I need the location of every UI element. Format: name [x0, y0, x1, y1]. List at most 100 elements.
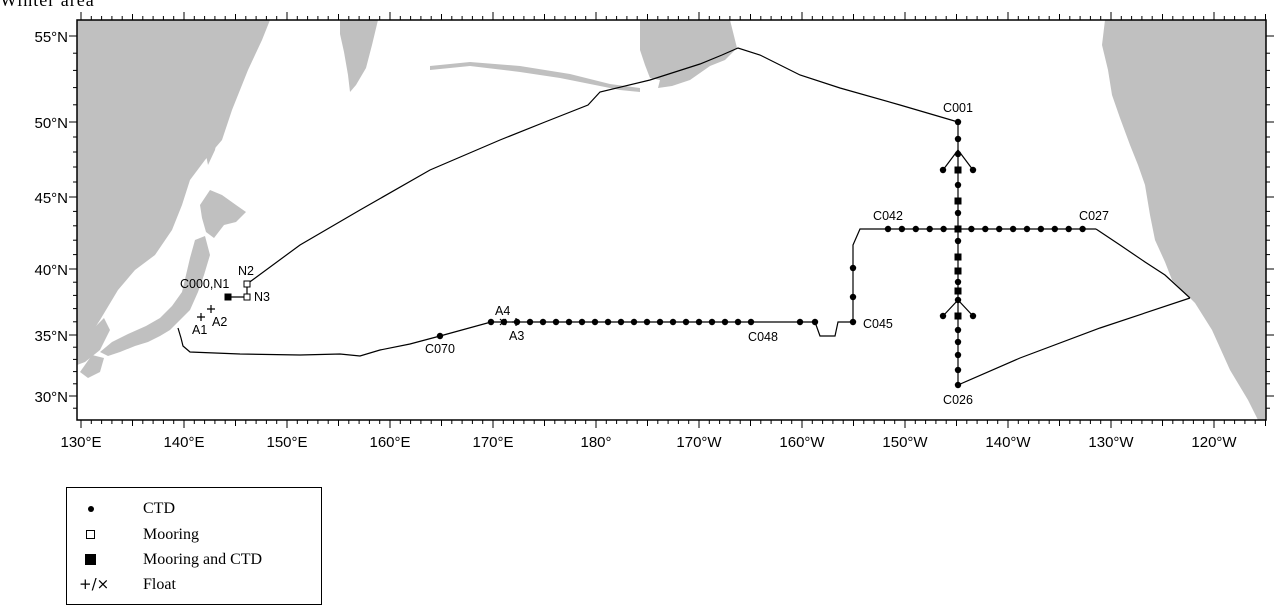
- ctd-station-marker: [982, 225, 989, 233]
- map-frame: [76, 19, 1267, 421]
- ctd-station-marker: [954, 366, 962, 374]
- station-label-c070: C070: [425, 342, 455, 356]
- ctd-symbol-icon: [88, 506, 94, 512]
- ctd-station-marker: [884, 225, 892, 233]
- ctd-station-marker: [796, 318, 804, 326]
- station-label-c027: C027: [1079, 209, 1109, 223]
- track-c042-westward: [852, 228, 888, 322]
- track-north-loop: [942, 149, 974, 171]
- ctd-station-marker: [969, 166, 977, 174]
- lon-tick-label-5: 180°: [580, 434, 611, 451]
- lat-tick-label-5: 30°N: [34, 389, 68, 406]
- ctd-station-marker: [552, 318, 560, 326]
- lat-tick-label-3: 40°N: [34, 262, 68, 279]
- page-title-fragment: Winter area: [0, 0, 95, 10]
- ctd-station-marker: [954, 326, 962, 334]
- land-masses: [77, 20, 1266, 420]
- ctd-station-marker: [643, 318, 651, 326]
- mooring-marker-n2: [243, 280, 251, 288]
- float-marker-a3: [512, 318, 520, 326]
- ctd-station-marker: [849, 293, 857, 301]
- ctd-station-marker: [591, 318, 599, 326]
- ctd-station-marker: [436, 332, 444, 340]
- ctd-station-marker: [656, 318, 664, 326]
- station-label-c048: C048: [748, 330, 778, 344]
- station-label-c001: C001: [943, 101, 973, 115]
- alaska-landmass: [640, 20, 737, 88]
- mooring-ctd-marker: [954, 197, 962, 205]
- ctd-station-marker: [669, 318, 677, 326]
- ctd-station-marker: [968, 225, 975, 233]
- station-labels: C001 C042 C027 C045 C048 C070 C026 A1 A2…: [180, 101, 1109, 407]
- legend-box: CTD Mooring Mooring and CTD +/× Float: [66, 487, 322, 605]
- mooring-ctd-marker: [954, 287, 962, 295]
- mooring-ctd-stations: [224, 166, 962, 320]
- ctd-station-marker: [526, 318, 534, 326]
- sakhalin-island: [198, 40, 220, 165]
- float-marker-a4: [499, 318, 507, 326]
- ctd-station-marker: [996, 225, 1003, 233]
- ctd-station-marker: [849, 318, 857, 326]
- ctd-station-marker: [1079, 225, 1086, 233]
- station-label-a3: A3: [509, 329, 524, 343]
- lon-tick-label-9: 140°W: [985, 434, 1031, 451]
- lon-tick-label-0: 130°E: [60, 434, 101, 451]
- station-label-n1: C000,N1: [180, 277, 229, 291]
- ctd-station-marker: [708, 318, 716, 326]
- float-markers: [197, 305, 520, 326]
- lon-tick-label-2: 150°E: [266, 434, 307, 451]
- ctd-station-marker: [898, 225, 906, 233]
- mooring-stations: [243, 280, 251, 301]
- hokkaido-island: [200, 190, 246, 238]
- ctd-station-marker: [954, 381, 962, 389]
- lon-tick-label-10: 130°W: [1088, 434, 1134, 451]
- ctd-station-marker: [734, 318, 742, 326]
- station-label-c042: C042: [873, 209, 903, 223]
- ctd-station-marker: [849, 264, 857, 272]
- legend-label-mooring: Mooring: [143, 526, 199, 543]
- lat-tick-label-1: 50°N: [34, 115, 68, 132]
- ctd-station-marker: [539, 318, 547, 326]
- lon-tick-label-1: 140°E: [163, 434, 204, 451]
- mooring-ctd-marker: [954, 166, 962, 174]
- ctd-station-marker: [912, 225, 919, 233]
- mooring-ctd-marker: [954, 312, 962, 320]
- cruise-track: [177, 47, 1191, 386]
- ctd-station-marker: [682, 318, 690, 326]
- axis-ticks: [69, 12, 1274, 428]
- ctd-station-marker: [954, 181, 962, 189]
- ctd-station-marker: [954, 296, 962, 304]
- lat-tick-label-4: 35°N: [34, 328, 68, 345]
- lon-tick-label-8: 150°W: [882, 434, 928, 451]
- ctd-station-marker: [811, 318, 819, 326]
- ctd-station-marker: [695, 318, 703, 326]
- ctd-station-marker: [954, 150, 962, 158]
- ctd-station-marker: [954, 135, 962, 143]
- lon-tick-label-4: 170°E: [472, 434, 513, 451]
- plus-cross-icon: +/×: [79, 575, 110, 593]
- lon-tick-label-7: 160°W: [779, 434, 825, 451]
- north-america-landmass: [1102, 20, 1266, 420]
- filled-square-icon: [85, 554, 96, 565]
- track-mid-section: [177, 321, 853, 357]
- ctd-station-marker: [1037, 225, 1045, 233]
- kyushu-island: [80, 355, 104, 378]
- station-label-a2: A2: [212, 315, 227, 329]
- ctd-station-marker: [1065, 225, 1072, 233]
- asia-landmass: [77, 20, 270, 345]
- ctd-stations: [436, 118, 1086, 389]
- lon-tick-label-3: 160°E: [369, 434, 410, 451]
- lon-tick-label-11: 120°W: [1191, 434, 1237, 451]
- open-square-icon: [86, 530, 95, 539]
- legend-label-float: Float: [143, 576, 176, 593]
- legend-item-ctd: CTD: [67, 499, 175, 519]
- honshu-island: [100, 236, 210, 356]
- station-label-n3: N3: [254, 290, 270, 304]
- station-label-n2: N2: [238, 264, 254, 278]
- ctd-station-marker: [969, 312, 977, 320]
- ctd-station-marker: [747, 318, 755, 326]
- legend-label-ctd: CTD: [143, 500, 175, 517]
- ctd-station-marker: [954, 237, 962, 245]
- ctd-station-marker: [500, 318, 508, 326]
